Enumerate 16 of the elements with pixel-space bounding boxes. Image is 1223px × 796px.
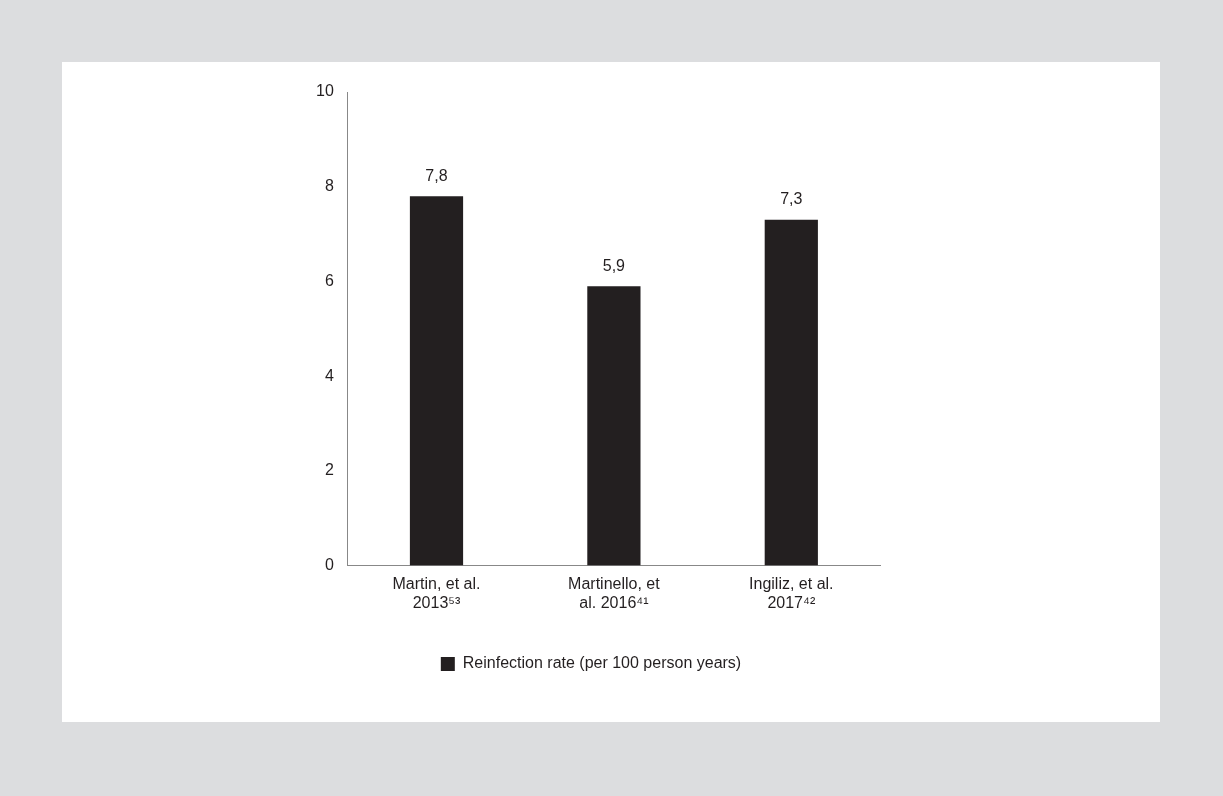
y-tick-label: 4 bbox=[324, 366, 334, 384]
legend-label: Reinfection rate (per 100 person years) bbox=[462, 654, 742, 672]
y-tick-label: 0 bbox=[324, 556, 334, 574]
data-label: 7,3 bbox=[780, 190, 803, 208]
y-tick-label: 10 bbox=[316, 82, 334, 100]
bar bbox=[587, 286, 641, 566]
y-tick-label: 2 bbox=[324, 461, 334, 479]
bar bbox=[409, 196, 464, 566]
x-tick-label: Martin, et al. 2013⁵³ bbox=[392, 574, 481, 611]
y-tick-label: 8 bbox=[324, 177, 334, 195]
y-tick-label: 6 bbox=[324, 271, 334, 289]
x-tick-label: Ingiliz, et al. 2017⁴² bbox=[749, 574, 834, 611]
data-label: 5,9 bbox=[602, 256, 626, 274]
data-label: 7,8 bbox=[425, 166, 448, 184]
x-tick-label: Martinello, et al. 2016⁴¹ bbox=[568, 574, 661, 611]
bar bbox=[764, 219, 818, 566]
